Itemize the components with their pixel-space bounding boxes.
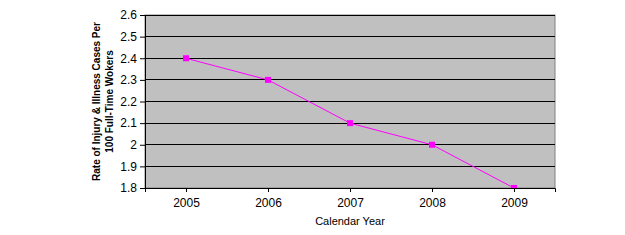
x-tick-mark — [268, 188, 269, 192]
grid-line — [145, 79, 555, 80]
y-tick: 2.1 — [120, 116, 145, 130]
y-axis: 1.8 1.9 2 2.1 2.2 2.3 2.4 2.5 2.6 — [120, 8, 145, 195]
line — [186, 58, 514, 188]
chart: 1.81.922.12.22.32.42.52.6200520062007200… — [0, 0, 625, 235]
x-tick-mark — [514, 188, 515, 192]
y-tick-mark — [140, 145, 145, 146]
y-tick-label: 2.6 — [120, 8, 137, 22]
x-tick-label: 2006 — [255, 196, 282, 210]
x-tick-label: 2008 — [419, 196, 446, 210]
plot: 1.81.922.12.22.32.42.52.6200520062007200… — [120, 8, 555, 210]
y-tick: 2.5 — [120, 30, 145, 44]
x-tick-label: 2005 — [173, 196, 200, 210]
y-tick-mark — [140, 15, 145, 16]
marker — [183, 55, 189, 61]
y-axis-line — [140, 16, 146, 189]
x-tick-mark — [350, 188, 351, 192]
x-tick: 2008 — [419, 188, 446, 210]
x-tick-mark — [432, 188, 433, 192]
y-tick-label: 2.2 — [120, 95, 137, 109]
plot-background — [145, 15, 555, 188]
marker — [265, 77, 271, 83]
y-tick-mark — [140, 102, 145, 103]
grid-line — [145, 15, 555, 16]
x-tick: 2007 — [337, 188, 364, 210]
grid — [145, 15, 555, 188]
y-tick-label: 2.3 — [120, 73, 137, 87]
grid-line — [145, 101, 555, 102]
y-axis-title: Rate of Injury & Illness Cases Per — [91, 22, 102, 181]
x-axis: 2005 2006 2007 2008 2009 — [146, 188, 556, 210]
x-tick-mark — [186, 188, 187, 192]
y-tick: 2.6 — [120, 8, 145, 22]
grid-line — [145, 58, 555, 59]
y-tick-mark — [140, 58, 145, 59]
y-tick-label: 2.4 — [120, 52, 137, 66]
x-axis-line — [146, 189, 556, 193]
y-tick-label: 2 — [130, 138, 137, 152]
y-tick-label: 1.8 — [120, 181, 137, 195]
y-axis-title: 100 Full-Time Wokers — [104, 50, 115, 153]
y-tick-mark — [140, 166, 145, 167]
y-tick: 1.9 — [120, 160, 145, 174]
y-tick-mark — [140, 80, 145, 81]
y-tick: 2 — [130, 138, 145, 152]
x-tick-label: 2007 — [337, 196, 364, 210]
y-tick-mark — [140, 37, 145, 38]
marker — [347, 120, 353, 126]
series — [183, 55, 517, 188]
y-tick-label: 2.1 — [120, 116, 137, 130]
marker — [429, 142, 435, 148]
x-tick: 2006 — [255, 188, 282, 210]
x-tick: 2005 — [173, 188, 200, 210]
y-tick-mark — [140, 123, 145, 124]
y-tick-label: 2.5 — [120, 30, 137, 44]
grid-line — [145, 144, 555, 145]
grid-line — [145, 166, 555, 167]
x-tick-label: 2009 — [501, 196, 528, 210]
grid-line — [145, 36, 555, 37]
y-tick: 2.2 — [120, 95, 145, 109]
y-tick-mark — [140, 188, 145, 189]
y-tick: 1.8 — [120, 181, 145, 195]
x-axis-title: Calendar Year — [315, 215, 385, 227]
y-tick: 2.3 — [120, 73, 145, 87]
y-tick: 2.4 — [120, 52, 145, 66]
marker — [511, 185, 517, 188]
y-tick-label: 1.9 — [120, 160, 137, 174]
x-tick: 2009 — [501, 188, 528, 210]
